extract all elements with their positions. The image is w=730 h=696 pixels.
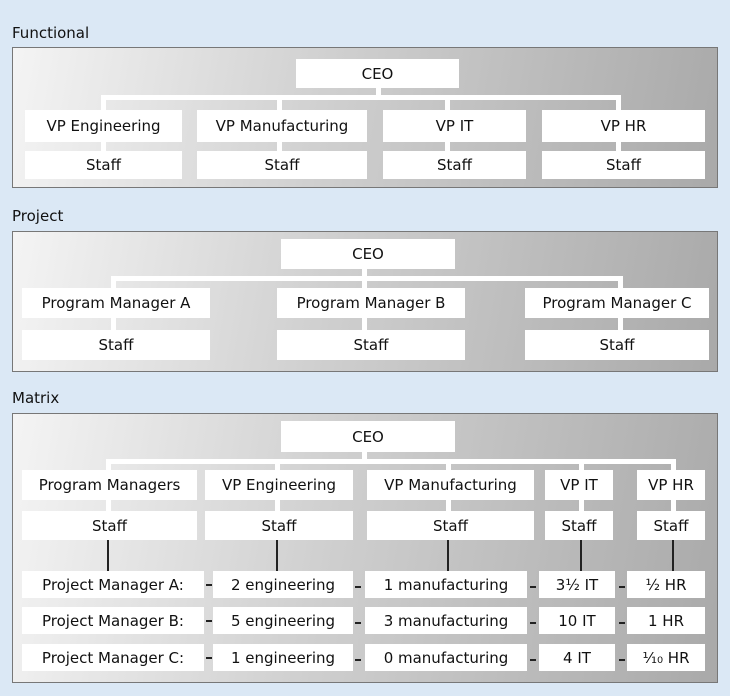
project-staff-box: Staff: [22, 330, 210, 360]
connector: [101, 95, 621, 100]
connector: [362, 318, 367, 330]
matrix-cell: 0 manufacturing: [365, 644, 527, 671]
functional-staff-box: Staff: [383, 151, 526, 179]
functional-staff-box: Staff: [25, 151, 182, 179]
connector: [445, 95, 450, 111]
functional-head-box: VP IT: [383, 110, 526, 142]
connector: [446, 459, 451, 471]
matrix-head-box: VP Manufacturing: [367, 470, 534, 500]
connector: [362, 452, 367, 464]
matrix-ceo-box: CEO: [281, 421, 455, 452]
matrix-row-label: Project Manager B:: [22, 607, 204, 634]
matrix-dash: [206, 657, 212, 659]
matrix-dash: [355, 586, 361, 588]
matrix-staff-box: Staff: [637, 511, 705, 540]
connector: [275, 500, 280, 513]
matrix-line: [447, 540, 449, 574]
project-panel: CEO Program Manager A Program Manager B …: [12, 231, 718, 372]
project-staff-box: Staff: [277, 330, 465, 360]
functional-title: Functional: [12, 24, 90, 42]
connector: [362, 276, 367, 288]
matrix-staff-box: Staff: [205, 511, 353, 540]
matrix-head-box: VP IT: [545, 470, 613, 500]
project-head-box: Program Manager C: [525, 288, 709, 318]
connector: [106, 459, 676, 464]
matrix-dash: [619, 659, 625, 661]
connector: [618, 276, 623, 288]
project-staff-box: Staff: [525, 330, 709, 360]
matrix-line: [276, 540, 278, 574]
connector: [111, 276, 116, 288]
connector: [277, 95, 282, 111]
matrix-dash: [530, 622, 536, 624]
matrix-cell: 2 engineering: [213, 571, 353, 598]
functional-staff-box: Staff: [197, 151, 367, 179]
matrix-staff-box: Staff: [545, 511, 613, 540]
matrix-head-box: VP Engineering: [205, 470, 353, 500]
matrix-row-label: Project Manager C:: [22, 644, 204, 671]
connector: [445, 142, 450, 152]
matrix-cell: ½ HR: [627, 571, 705, 598]
functional-head-box: VP HR: [542, 110, 705, 142]
matrix-cell: 1 manufacturing: [365, 571, 527, 598]
matrix-line: [580, 540, 582, 574]
matrix-cell: 5 engineering: [213, 607, 353, 634]
matrix-cell: 1 HR: [627, 607, 705, 634]
matrix-line: [107, 540, 109, 574]
connector: [111, 276, 623, 281]
project-head-box: Program Manager B: [277, 288, 465, 318]
connector: [579, 500, 584, 513]
matrix-panel: CEO Program Managers VP Engineering VP M…: [12, 413, 718, 683]
matrix-cell: 1 engineering: [213, 644, 353, 671]
matrix-title: Matrix: [12, 389, 60, 407]
matrix-head-box: Program Managers: [22, 470, 197, 500]
connector: [275, 459, 280, 471]
functional-ceo-box: CEO: [296, 59, 459, 88]
functional-staff-box: Staff: [542, 151, 705, 179]
matrix-dash: [530, 659, 536, 661]
matrix-staff-box: Staff: [22, 511, 197, 540]
connector: [376, 88, 381, 100]
functional-panel: CEO VP Engineering VP Manufacturing VP I…: [12, 47, 718, 188]
connector: [111, 318, 116, 330]
connector: [446, 500, 451, 513]
matrix-line: [672, 540, 674, 574]
connector: [579, 459, 584, 471]
functional-head-box: VP Engineering: [25, 110, 182, 142]
connector: [101, 142, 106, 152]
matrix-row-label: Project Manager A:: [22, 571, 204, 598]
matrix-cell: 3½ IT: [539, 571, 615, 598]
matrix-cell: ⅒ HR: [627, 644, 705, 671]
connector: [616, 142, 621, 152]
matrix-head-box: VP HR: [637, 470, 705, 500]
matrix-dash: [619, 586, 625, 588]
connector: [277, 142, 282, 152]
matrix-dash: [355, 622, 361, 624]
functional-head-box: VP Manufacturing: [197, 110, 367, 142]
matrix-cell: 4 IT: [539, 644, 615, 671]
project-title: Project: [12, 207, 64, 225]
connector: [671, 459, 676, 471]
matrix-dash: [355, 659, 361, 661]
connector: [616, 95, 621, 111]
connector: [362, 269, 367, 281]
project-ceo-box: CEO: [281, 239, 455, 269]
matrix-cell: 10 IT: [539, 607, 615, 634]
matrix-dash: [206, 584, 212, 586]
connector: [618, 318, 623, 330]
connector: [671, 500, 676, 513]
matrix-dash: [206, 620, 212, 622]
matrix-cell: 3 manufacturing: [365, 607, 527, 634]
matrix-staff-box: Staff: [367, 511, 534, 540]
connector: [106, 459, 111, 471]
matrix-dash: [619, 622, 625, 624]
matrix-dash: [530, 586, 536, 588]
project-head-box: Program Manager A: [22, 288, 210, 318]
connector: [101, 95, 106, 111]
connector: [106, 500, 111, 513]
